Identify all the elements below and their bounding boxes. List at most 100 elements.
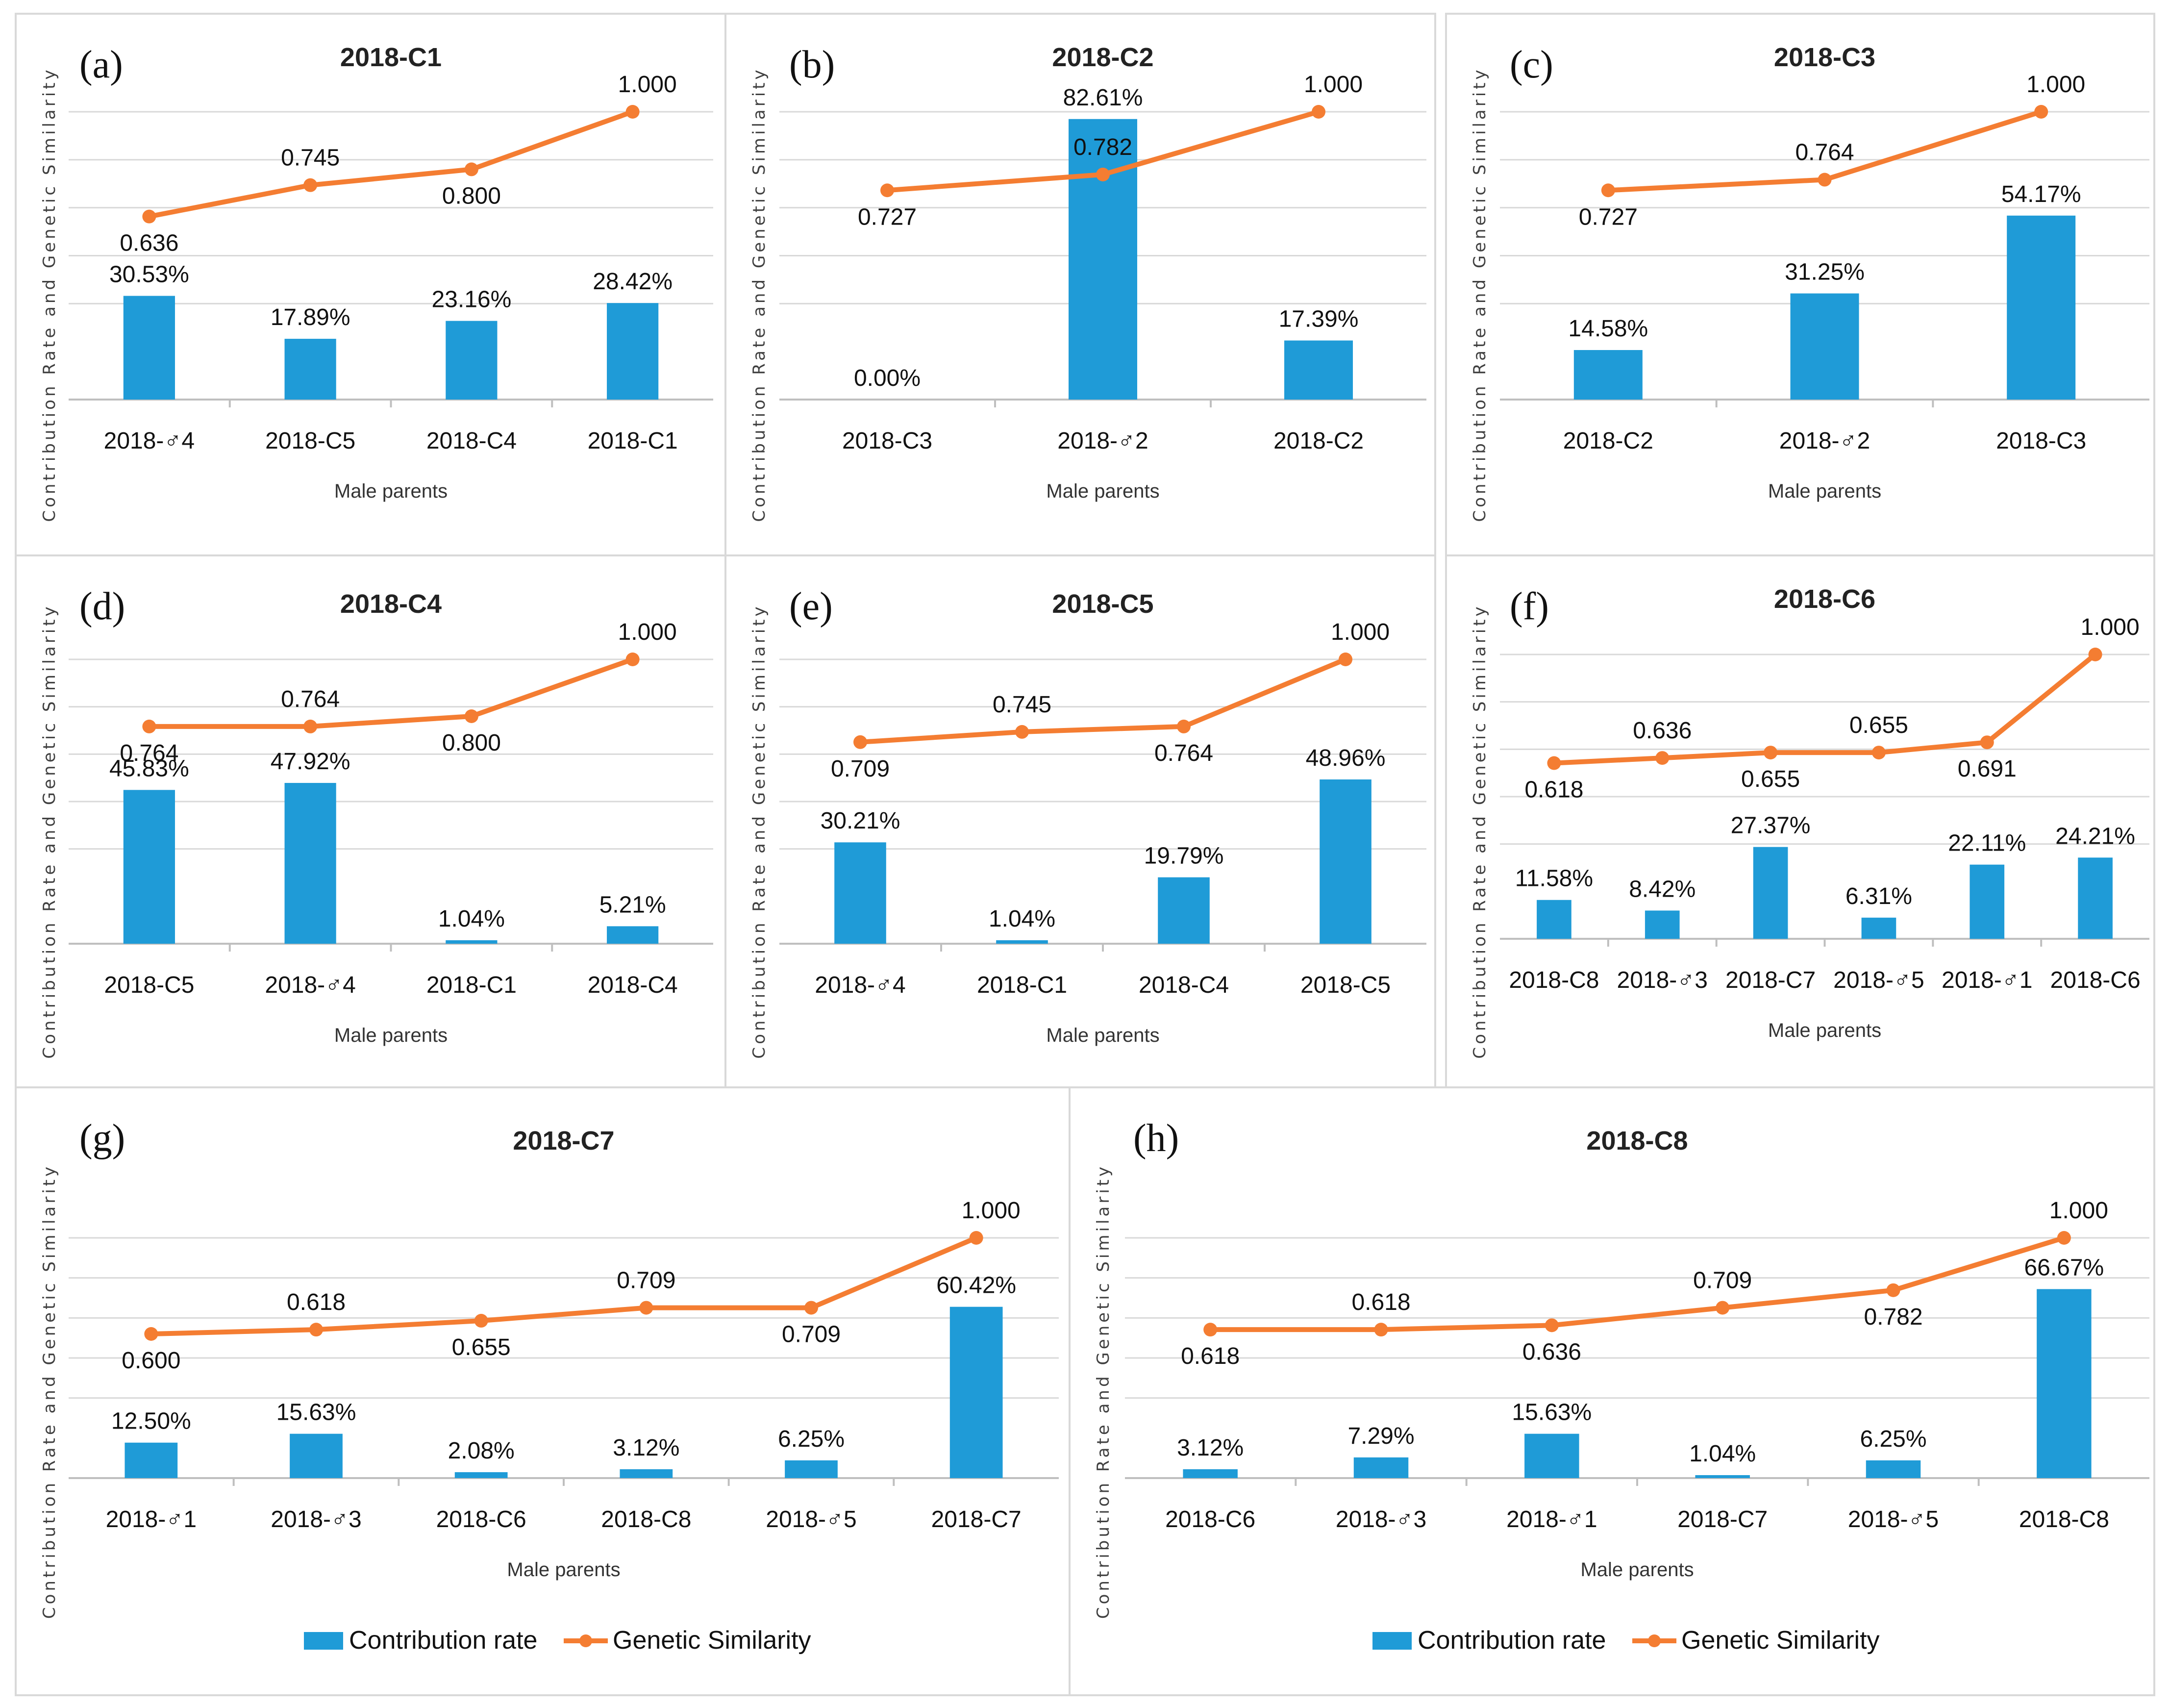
similarity-point bbox=[303, 719, 318, 733]
similarity-value-label: 0.618 bbox=[1524, 777, 1583, 803]
similarity-point bbox=[1547, 756, 1561, 770]
similarity-point bbox=[853, 735, 867, 749]
x-tick-label: 2018-♂︎2 bbox=[1779, 428, 1870, 454]
bar-value-label: 27.37% bbox=[1731, 813, 1811, 839]
similarity-point bbox=[144, 1327, 158, 1341]
y-axis-title: Contribution Rate and Genetic Similarity bbox=[1470, 67, 1490, 522]
bar-value-label: 24.21% bbox=[2055, 823, 2135, 849]
similarity-point bbox=[1545, 1318, 1559, 1332]
similarity-line bbox=[1554, 653, 2097, 766]
panel-border bbox=[15, 1086, 1071, 1696]
contribution-bar bbox=[1645, 910, 1680, 939]
similarity-value-label: 1.000 bbox=[2081, 614, 2140, 640]
similarity-value-label: 0.636 bbox=[1633, 718, 1692, 744]
similarity-point bbox=[625, 653, 640, 666]
similarity-point bbox=[2034, 105, 2048, 119]
contribution-bar bbox=[123, 296, 175, 400]
bar-value-label: 6.31% bbox=[1846, 883, 1912, 909]
similarity-point bbox=[1177, 719, 1191, 733]
similarity-line bbox=[860, 657, 1347, 745]
bar-value-label: 22.11% bbox=[1948, 830, 2026, 856]
panel-g: 12.50% 15.63% 2.08% 3.12% 6.25% 60.42% 0.600 0.… bbox=[15, 1086, 1071, 1696]
x-tick-label: 2018-♂︎3 bbox=[1336, 1507, 1426, 1532]
similarity-value-label: 0.618 bbox=[1181, 1343, 1240, 1369]
similarity-value-label: 0.655 bbox=[1849, 712, 1908, 738]
bar-value-label: 12.50% bbox=[111, 1408, 191, 1434]
contribution-bar bbox=[284, 783, 336, 944]
y-axis-title: Contribution Rate and Genetic Similarity bbox=[40, 1164, 59, 1619]
similarity-value-label: 0.764 bbox=[1154, 740, 1213, 766]
similarity-point bbox=[464, 709, 478, 723]
bar-value-label: 0.00% bbox=[854, 365, 921, 391]
contribution-bar bbox=[1790, 293, 1859, 400]
x-tick-label: 2018-C8 bbox=[1509, 967, 1599, 993]
similarity-value-label: 0.655 bbox=[452, 1334, 511, 1360]
x-tick-label: 2018-♂︎5 bbox=[766, 1507, 856, 1532]
similarity-value-label: 0.709 bbox=[617, 1268, 675, 1294]
chart-title: 2018-C1 bbox=[340, 43, 442, 72]
chart-title: 2018-C5 bbox=[1052, 589, 1153, 619]
similarity-value-label: 0.727 bbox=[858, 204, 917, 230]
similarity-value-label: 0.800 bbox=[442, 730, 501, 756]
contribution-bar bbox=[446, 321, 498, 400]
x-tick-label: 2018-♂︎4 bbox=[104, 428, 195, 454]
x-tick-label: 2018-♂︎4 bbox=[265, 972, 355, 998]
x-tick-label: 2018-♂︎3 bbox=[271, 1507, 361, 1532]
similarity-point bbox=[1818, 173, 1832, 187]
similarity-point bbox=[1203, 1323, 1218, 1337]
panel-border bbox=[1069, 1086, 2155, 1696]
similarity-value-label: 0.764 bbox=[281, 686, 340, 712]
panel-label: (e) bbox=[789, 585, 833, 628]
contribution-bar bbox=[607, 926, 659, 944]
bar-value-label: 19.79% bbox=[1144, 843, 1224, 869]
panel-label: (b) bbox=[789, 43, 835, 86]
bar-value-label: 30.53% bbox=[109, 262, 189, 288]
y-axis-title: Contribution Rate and Genetic Similarity bbox=[40, 67, 59, 522]
similarity-value-label: 0.709 bbox=[782, 1322, 841, 1348]
contribution-bar bbox=[1158, 877, 1210, 944]
similarity-point bbox=[1096, 167, 1110, 181]
bar-value-label: 15.63% bbox=[276, 1400, 356, 1426]
y-axis-title: Contribution Rate and Genetic Similarity bbox=[1094, 1164, 1113, 1619]
similarity-value-label: 0.709 bbox=[831, 756, 890, 782]
contribution-bar bbox=[284, 339, 336, 400]
x-tick-label: 2018-C6 bbox=[436, 1507, 526, 1532]
contribution-bar bbox=[125, 1442, 178, 1478]
panel-e: 30.21% 1.04% 19.79% 48.96% 0.709 0.745 0.764 1.… bbox=[724, 554, 1436, 1088]
y-axis-title: Contribution Rate and Genetic Similarity bbox=[749, 603, 769, 1058]
similarity-point bbox=[303, 178, 318, 192]
similarity-value-label: 0.727 bbox=[1579, 204, 1638, 230]
contribution-bar bbox=[123, 790, 175, 944]
similarity-value-label: 0.764 bbox=[1795, 140, 1854, 166]
x-tick-label: 2018-C2 bbox=[1563, 428, 1653, 454]
similarity-value-label: 0.600 bbox=[122, 1348, 180, 1374]
x-tick-label: 2018-♂︎4 bbox=[815, 972, 905, 998]
panel-label: (c) bbox=[1510, 43, 1553, 86]
bar-value-label: 48.96% bbox=[1306, 745, 1386, 771]
contribution-bar bbox=[1753, 847, 1788, 939]
bar-value-label: 17.39% bbox=[1279, 306, 1359, 332]
bar-value-label: 15.63% bbox=[1512, 1400, 1592, 1426]
similarity-point bbox=[1015, 725, 1029, 739]
bar-value-label: 31.25% bbox=[1785, 259, 1865, 285]
x-tick-label: 2018-C4 bbox=[588, 972, 678, 998]
x-tick-label: 2018-♂︎1 bbox=[1506, 1507, 1597, 1532]
similarity-point bbox=[625, 105, 640, 119]
y-axis-title: Contribution Rate and Genetic Similarity bbox=[1470, 603, 1490, 1058]
x-tick-label: 2018-♂︎3 bbox=[1617, 967, 1708, 993]
x-axis-title: Male parents bbox=[1046, 480, 1159, 502]
similarity-point bbox=[880, 183, 894, 198]
bar-value-label: 23.16% bbox=[431, 287, 511, 313]
similarity-value-label: 0.745 bbox=[281, 145, 340, 171]
bar-value-label: 82.61% bbox=[1063, 85, 1143, 111]
chart-title: 2018-C2 bbox=[1052, 43, 1153, 72]
similarity-value-label: 1.000 bbox=[2026, 72, 2085, 98]
legend: Contribution rate Genetic Similarity bbox=[1372, 1626, 1880, 1655]
legend-line-marker bbox=[579, 1634, 592, 1647]
x-axis-title: Male parents bbox=[1768, 1020, 1881, 1041]
x-tick-label: 2018-C3 bbox=[1996, 428, 2086, 454]
x-tick-label: 2018-C4 bbox=[1139, 972, 1229, 998]
x-tick-label: 2018-C4 bbox=[426, 428, 517, 454]
x-tick-label: 2018-♂︎2 bbox=[1057, 428, 1148, 454]
bar-value-label: 47.92% bbox=[271, 749, 350, 775]
